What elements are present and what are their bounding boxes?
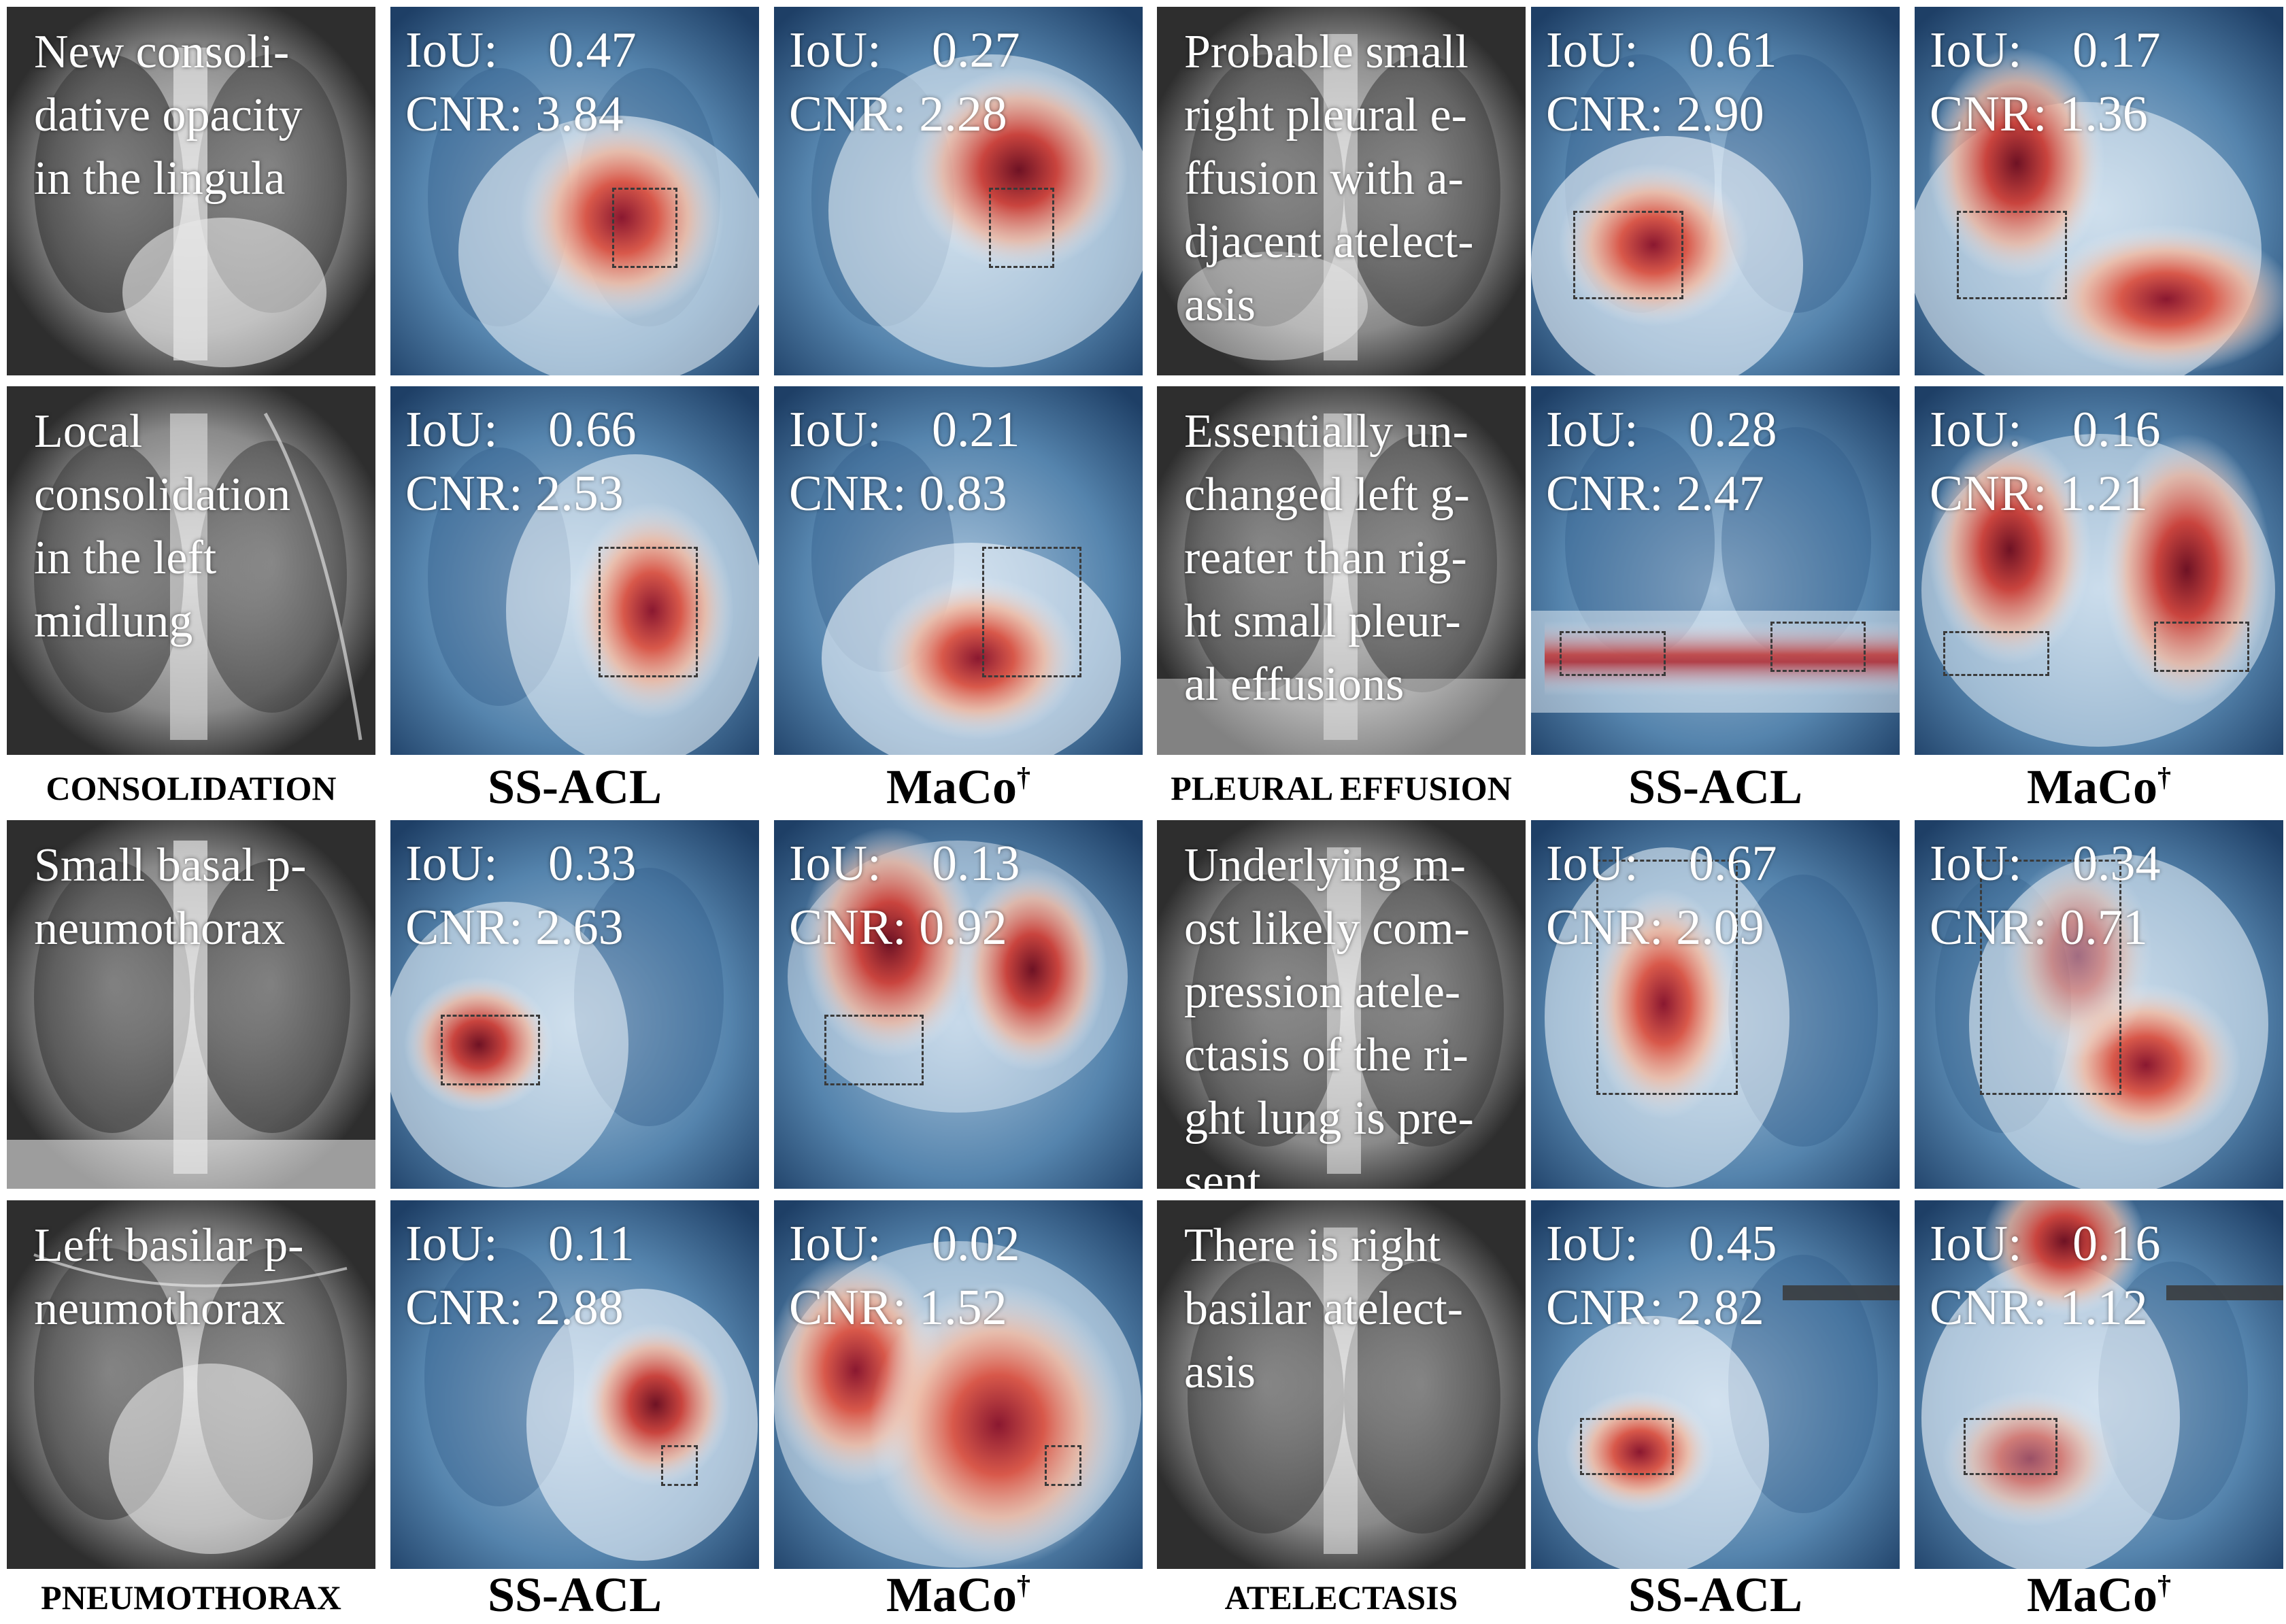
cnr-metric: CNR: 1.36	[1930, 86, 2148, 142]
category-label-atelectasis: ATELECTASIS	[1224, 1578, 1458, 1617]
iou-metric: IoU: 0.02	[789, 1216, 1020, 1272]
cnr-metric: CNR: 2.09	[1546, 900, 1764, 955]
iou-metric: IoU: 0.45	[1546, 1216, 1777, 1272]
ssacl-heatmap-pleural-effusion-right: IoU: 0.61 CNR: 2.90	[1531, 7, 1900, 375]
cnr-metric: CNR: 2.90	[1546, 86, 1764, 142]
method-label-ss-acl: SS-ACL	[1628, 760, 1803, 814]
xray-pleural-effusion-right: Probable small right pleural e- ffusion …	[1157, 7, 1526, 375]
cnr-metric: CNR: 1.52	[789, 1280, 1007, 1336]
finding-caption: Underlying m- ost likely com- pression a…	[1184, 839, 1474, 1189]
cnr-metric: CNR: 0.83	[789, 466, 1007, 522]
method-label-ss-acl: SS-ACL	[1628, 1568, 1803, 1622]
ground-truth-box	[1596, 860, 1738, 1095]
iou-metric: IoU: 0.16	[1930, 1216, 2161, 1272]
maco-heatmap-pleural-effusion-bilateral: IoU: 0.16 CNR: 1.21	[1915, 386, 2283, 755]
method-label-maco: MaCo†	[886, 1568, 1030, 1622]
xray-pleural-effusion-bilateral: Essentially un- changed left g- reater t…	[1157, 386, 1526, 755]
method-label-maco: MaCo†	[886, 760, 1030, 814]
xray-atelectasis-right-lung: Underlying m- ost likely com- pression a…	[1157, 820, 1526, 1189]
ground-truth-box	[824, 1015, 924, 1085]
maco-heatmap-consolidation-midlung: IoU: 0.21 CNR: 0.83	[774, 386, 1143, 755]
ground-truth-box-left	[2154, 622, 2249, 672]
category-label-pneumothorax: PNEUMOTHORAX	[41, 1578, 341, 1617]
iou-metric: IoU: 0.47	[405, 22, 637, 78]
ssacl-heatmap-pneumothorax-basal: IoU: 0.33 CNR: 2.63	[390, 820, 759, 1189]
iou-metric: IoU: 0.33	[405, 836, 637, 892]
ssacl-heatmap-consolidation-lingula: IoU: 0.47 CNR: 3.84	[390, 7, 759, 375]
iou-metric: IoU: 0.66	[405, 402, 637, 458]
cnr-metric: CNR: 2.53	[405, 466, 624, 522]
dagger-mark: †	[2157, 1570, 2171, 1600]
dagger-mark: †	[1016, 762, 1030, 792]
ground-truth-box	[982, 547, 1081, 677]
category-label-consolidation: CONSOLIDATION	[46, 769, 337, 807]
method-label-maco: MaCo†	[2027, 1568, 2171, 1622]
cnr-metric: CNR: 1.12	[1930, 1280, 2148, 1336]
cnr-metric: CNR: 2.28	[789, 86, 1007, 142]
iou-metric: IoU: 0.61	[1546, 22, 1777, 78]
cnr-metric: CNR: 2.82	[1546, 1280, 1764, 1336]
ground-truth-box	[1580, 1418, 1674, 1475]
ground-truth-box-left	[1770, 622, 1866, 672]
xray-consolidation-lingula: New consoli- dative opacity in the lingu…	[7, 7, 375, 375]
category-label-pleural-effusion: PLEURAL EFFUSION	[1171, 769, 1512, 807]
finding-caption: New consoli- dative opacity in the lingu…	[34, 26, 303, 205]
method-label-maco: MaCo†	[2027, 760, 2171, 814]
ground-truth-box	[1573, 211, 1683, 299]
ground-truth-box-right	[1560, 631, 1666, 676]
finding-caption: Probable small right pleural e- ffusion …	[1184, 26, 1474, 331]
cnr-metric: CNR: 3.84	[405, 86, 624, 142]
finding-caption: Essentially un- changed left g- reater t…	[1184, 405, 1470, 711]
maco-heatmap-atelectasis-right-basilar: IoU: 0.16 CNR: 1.12	[1915, 1200, 2283, 1569]
cnr-metric: CNR: 2.63	[405, 900, 624, 955]
iou-metric: IoU: 0.16	[1930, 402, 2161, 458]
finding-caption: Small basal p- neumothorax	[34, 839, 307, 955]
iou-metric: IoU: 0.21	[789, 402, 1020, 458]
xray-consolidation-midlung: Local consolidation in the left midlung	[7, 386, 375, 755]
finding-caption: Local consolidation in the left midlung	[34, 405, 291, 647]
ground-truth-box	[599, 547, 698, 677]
finding-caption: Left basilar p- neumothorax	[34, 1219, 304, 1335]
ground-truth-box	[1964, 1418, 2057, 1475]
iou-metric: IoU: 0.67	[1546, 836, 1777, 892]
xray-pneumothorax-basal: Small basal p- neumothorax	[7, 820, 375, 1189]
xray-atelectasis-right-basilar: There is right basilar atelect- asis	[1157, 1200, 1526, 1569]
finding-caption: There is right basilar atelect- asis	[1184, 1219, 1464, 1398]
iou-metric: IoU: 0.17	[1930, 22, 2161, 78]
maco-heatmap-atelectasis-right-lung: IoU: 0.34 CNR: 0.71	[1915, 820, 2283, 1189]
cnr-metric: CNR: 1.21	[1930, 466, 2148, 522]
ground-truth-box	[661, 1445, 698, 1486]
dagger-mark: †	[1016, 1570, 1030, 1600]
cnr-metric: CNR: 0.92	[789, 900, 1007, 955]
ground-truth-box	[1980, 860, 2121, 1095]
method-label-ss-acl: SS-ACL	[487, 1568, 662, 1622]
ground-truth-box	[612, 188, 677, 268]
ground-truth-box	[1045, 1445, 1081, 1486]
ground-truth-box-right	[1943, 631, 2049, 676]
iou-metric: IoU: 0.34	[1930, 836, 2161, 892]
ssacl-heatmap-atelectasis-right-basilar: IoU: 0.45 CNR: 2.82	[1531, 1200, 1900, 1569]
ssacl-heatmap-atelectasis-right-lung: IoU: 0.67 CNR: 2.09	[1531, 820, 1900, 1189]
ground-truth-box	[1957, 211, 2067, 299]
iou-metric: IoU: 0.13	[789, 836, 1020, 892]
maco-heatmap-consolidation-lingula: IoU: 0.27 CNR: 2.28	[774, 7, 1143, 375]
cnr-metric: CNR: 2.47	[1546, 466, 1764, 522]
maco-heatmap-pleural-effusion-right: IoU: 0.17 CNR: 1.36	[1915, 7, 2283, 375]
method-label-ss-acl: SS-ACL	[487, 760, 662, 814]
ssacl-heatmap-consolidation-midlung: IoU: 0.66 CNR: 2.53	[390, 386, 759, 755]
iou-metric: IoU: 0.27	[789, 22, 1020, 78]
maco-heatmap-pneumothorax-left-basilar: IoU: 0.02 CNR: 1.52	[774, 1200, 1143, 1569]
xray-pneumothorax-left-basilar: Left basilar p- neumothorax	[7, 1200, 375, 1569]
ssacl-heatmap-pneumothorax-left-basilar: IoU: 0.11 CNR: 2.88	[390, 1200, 759, 1569]
ground-truth-box	[441, 1015, 540, 1085]
cnr-metric: CNR: 0.71	[1930, 900, 2148, 955]
ssacl-heatmap-pleural-effusion-bilateral: IoU: 0.28 CNR: 2.47	[1531, 386, 1900, 755]
dagger-mark: †	[2157, 762, 2171, 792]
ground-truth-box	[989, 188, 1054, 268]
cnr-metric: CNR: 2.88	[405, 1280, 624, 1336]
iou-metric: IoU: 0.11	[405, 1216, 635, 1272]
maco-heatmap-pneumothorax-basal: IoU: 0.13 CNR: 0.92	[774, 820, 1143, 1189]
iou-metric: IoU: 0.28	[1546, 402, 1777, 458]
